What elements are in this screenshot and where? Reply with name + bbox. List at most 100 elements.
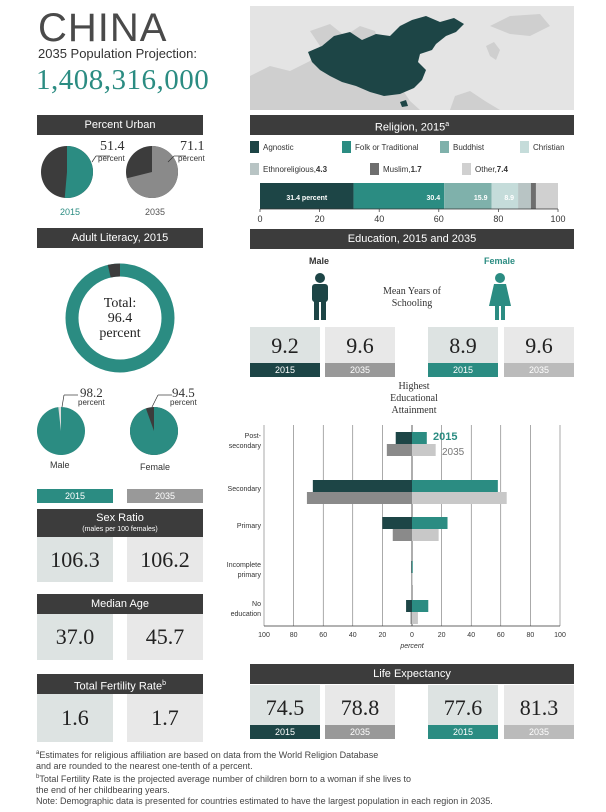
x-tick-label: 80 <box>290 632 298 639</box>
bar-female-2015 <box>412 432 427 444</box>
attainment-legend-2035: 2035 <box>442 447 465 458</box>
category-label: Secondary <box>228 486 262 493</box>
footnote-b-text: Total Fertility Rate is the projected av… <box>39 774 412 784</box>
life-male-2015: 74.5 <box>250 685 320 725</box>
legend-label: Christian <box>533 142 565 152</box>
median-age-2035: 45.7 <box>127 614 203 660</box>
religion-title: Religion, 2015a <box>250 115 574 135</box>
life-female-2015-year: 2015 <box>428 725 498 739</box>
legend-swatch <box>250 141 259 153</box>
bar-female-2035 <box>412 529 439 541</box>
year-2015-label: 2015 <box>37 489 113 503</box>
footnote-b-sup: b <box>36 774 40 780</box>
footnote-b-line2: the end of her childbearing years. <box>36 785 170 795</box>
legend-label: Folk or Traditional <box>355 142 419 152</box>
literacy-female-pie-slice <box>130 407 179 455</box>
urban-title: Percent Urban <box>37 115 203 135</box>
x-tick-label: 40 <box>467 632 475 639</box>
bar-male-2015 <box>395 432 412 444</box>
religion-axis-label: 100 <box>550 214 565 224</box>
legend-swatch <box>440 141 449 153</box>
sex-ratio-subtitle: (males per 100 females) <box>82 526 158 533</box>
category-label: secondary <box>229 443 262 450</box>
legend-label: Ethnoreligious, <box>263 164 316 174</box>
year-2035-label: 2035 <box>127 489 203 503</box>
footnote-note: Note: Demographic data is presented for … <box>36 796 493 806</box>
edu-female-2035-year: 2035 <box>504 363 574 377</box>
bar-female-2015 <box>412 517 448 529</box>
footnote-a-sup: a <box>36 750 40 756</box>
x-tick-label: 40 <box>349 632 357 639</box>
literacy-male-label: Male <box>50 460 70 470</box>
edu-female-label: Female <box>484 256 516 266</box>
footnotes: aEstimates for religious affiliation are… <box>36 748 601 807</box>
legend-value: 4.3 <box>315 164 328 174</box>
projection-value: 1,408,316,000 <box>36 64 210 96</box>
religion-bar-label: 15.9 <box>474 195 488 202</box>
legend-label: Other, <box>475 164 497 174</box>
edu-male-2035-year: 2035 <box>325 363 395 377</box>
literacy-total-text: Total: 96.4 percent <box>92 296 148 341</box>
category-label: Post- <box>245 433 262 440</box>
education-title: Education, 2015 and 2035 <box>250 229 574 249</box>
x-tick-label: 100 <box>258 632 270 639</box>
attainment-label: Highest Educational Attainment <box>370 381 458 417</box>
literacy-female-unit: percent <box>170 398 197 407</box>
category-label: primary <box>238 572 262 579</box>
religion-legend-item: Buddhist <box>440 141 484 153</box>
x-tick-label: 60 <box>497 632 505 639</box>
mean-years-label: Mean Years of Schooling <box>370 286 454 310</box>
urban-2015-year: 2015 <box>60 207 81 217</box>
x-tick-label: 100 <box>554 632 566 639</box>
literacy-gender-pies <box>36 394 179 455</box>
edu-female-2015: 8.9 <box>428 327 498 363</box>
x-tick-label: 60 <box>319 632 327 639</box>
religion-axis-label: 0 <box>257 214 262 224</box>
median-age-title: Median Age <box>37 594 203 614</box>
bar-female-2035 <box>412 612 418 624</box>
median-age-2015: 37.0 <box>37 614 113 660</box>
footnote-a-line2: and are rounded to the nearest one-tenth… <box>36 761 253 771</box>
legend-swatch <box>520 141 529 153</box>
religion-segment <box>518 183 531 209</box>
bar-female-2035 <box>412 444 436 456</box>
bar-male-2035 <box>306 492 412 504</box>
country-title: CHINA <box>38 6 168 50</box>
religion-legend-item: Christian <box>520 141 565 153</box>
edu-male-2035: 9.6 <box>325 327 395 363</box>
literacy-female-label: Female <box>140 462 171 472</box>
x-tick-label: 20 <box>438 632 446 639</box>
projection-label: 2035 Population Projection: <box>38 46 198 61</box>
urban-2035-pie-slice <box>126 146 178 198</box>
legend-label: Buddhist <box>453 142 485 152</box>
fertility-2035: 1.7 <box>127 694 203 742</box>
edu-male-label: Male <box>309 256 330 266</box>
legend-label: Muslim, <box>383 164 411 174</box>
x-tick-label: 0 <box>410 632 414 639</box>
religion-legend-item: Folk or Traditional <box>342 141 419 153</box>
religion-segment <box>444 183 492 209</box>
urban-2035-year: 2035 <box>145 207 166 217</box>
religion-axis-label: 60 <box>434 214 444 224</box>
religion-segment <box>260 183 354 209</box>
urban-pies <box>41 146 186 198</box>
bar-male-2035 <box>410 612 412 624</box>
category-label: Primary <box>237 523 262 530</box>
category-label: No <box>252 601 261 608</box>
legend-swatch <box>370 163 379 175</box>
mean-years-line1: Mean Years of <box>382 286 442 297</box>
life-female-2035-year: 2035 <box>504 725 574 739</box>
male-figure-icon <box>312 273 328 320</box>
religion-segment <box>491 183 519 209</box>
life-male-2015-year: 2015 <box>250 725 320 739</box>
literacy-female-value: 94.5 <box>172 385 195 400</box>
literacy-total-donut <box>65 263 175 373</box>
urban-2035-unit: percent <box>178 154 205 163</box>
literacy-male-value: 98.2 <box>80 385 103 400</box>
religion-legend-item: Agnostic <box>250 141 294 153</box>
life-female-2035: 81.3 <box>504 685 574 725</box>
sex-ratio-2035: 106.2 <box>127 537 203 582</box>
literacy-title: Adult Literacy, 2015 <box>37 228 203 248</box>
bar-female-2035 <box>412 573 413 585</box>
bar-male-2015 <box>312 480 412 492</box>
